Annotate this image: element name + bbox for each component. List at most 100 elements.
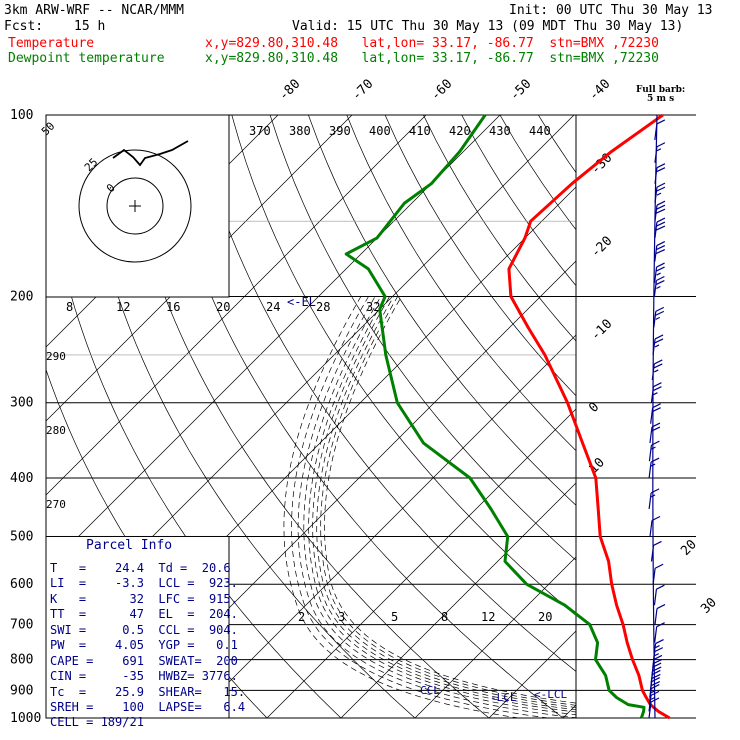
wind-speed-label: 24 xyxy=(266,300,280,314)
plot-area xyxy=(46,115,740,718)
wind-barb-staff xyxy=(653,280,657,297)
parcel-row: SWI = 0.5 CCL = 904. xyxy=(50,623,238,637)
dewpoint-trace xyxy=(344,114,646,719)
lcl-marker-2: <-LCL xyxy=(534,688,567,701)
isotherm xyxy=(637,115,740,718)
wind-barb-half xyxy=(656,272,661,276)
mixing-ratio-label: 20 xyxy=(538,610,552,624)
wind-barb-flag xyxy=(653,382,662,388)
wind-barb xyxy=(653,584,665,606)
pressure-tick-label: 100 xyxy=(10,108,33,123)
wind-barb-flag xyxy=(656,167,666,173)
mixing-ratio-label: 2 xyxy=(298,610,305,624)
full-barb-label: Full barb: xyxy=(636,85,686,95)
isotherm xyxy=(340,482,576,718)
wind-barb-half xyxy=(656,148,662,152)
wind-barb-flag xyxy=(655,266,665,272)
dry-adiabat xyxy=(193,115,576,672)
wind-barb xyxy=(651,359,663,380)
model-title: 3km ARW-WRF -- NCAR/MMM xyxy=(4,3,185,18)
wind-barb-flag xyxy=(650,488,660,494)
wind-barb xyxy=(654,182,666,204)
wind-speed-label: 28 xyxy=(316,300,330,314)
wind-barb-half xyxy=(656,285,661,290)
wind-barb-flag xyxy=(650,690,660,696)
wind-barb xyxy=(649,422,661,444)
wind-barb xyxy=(650,540,662,562)
isotherm-label: 20 xyxy=(678,537,700,559)
wind-barb-flag xyxy=(655,639,664,645)
wind-barb-flag xyxy=(651,684,660,690)
wind-barb-flag xyxy=(656,245,666,251)
wind-barb-staff xyxy=(654,146,658,163)
wind-barb-staff xyxy=(652,568,656,585)
el-marker: <-EL xyxy=(287,295,316,309)
wind-speed-label: 16 xyxy=(166,300,180,314)
wind-barb-staff xyxy=(649,426,653,444)
lcl-marker: -LCL xyxy=(490,691,517,704)
isotherm xyxy=(711,115,740,718)
wind-barb-half xyxy=(656,192,662,196)
mixing-ratio-label: 12 xyxy=(481,610,495,624)
hodograph-trace xyxy=(112,140,189,167)
isotherm-label: -40 xyxy=(586,77,613,104)
wind-barb xyxy=(654,163,666,184)
dry-adiabat xyxy=(615,115,740,718)
wind-barb-flag xyxy=(654,334,664,340)
wind-barb-flag xyxy=(656,241,666,247)
wind-barb-staff xyxy=(654,245,658,262)
wind-barb-staff xyxy=(654,187,658,204)
pressure-tick-label: 1000 xyxy=(10,711,41,726)
isotherm xyxy=(414,556,576,718)
dry-adiabat xyxy=(577,115,740,718)
hodograph-ring xyxy=(78,149,192,263)
theta-e-label: 420 xyxy=(449,124,471,138)
wind-barb-staff xyxy=(648,492,652,509)
wind-barb-staff xyxy=(654,626,658,643)
isotherm xyxy=(192,334,576,718)
wind-barb-half xyxy=(651,690,656,694)
wind-barb-flag xyxy=(656,186,666,192)
parcel-row: SREH = 100 LAPSE= 6.4 xyxy=(50,700,246,714)
pressure-tick-label: 900 xyxy=(10,683,33,698)
wind-barb-flag xyxy=(656,584,665,590)
theta-e-label: 430 xyxy=(489,124,511,138)
wind-barb-staff xyxy=(654,167,658,184)
parcel-row: CIN = -35 HWBZ= 3776. xyxy=(50,669,238,683)
parcel-row: CAPE = 691 SWEAT= 200 xyxy=(50,654,238,668)
wind-barb-half xyxy=(653,392,658,396)
wind-barb-flag xyxy=(653,363,663,369)
wind-barb-flag xyxy=(655,249,666,255)
wind-barb-half xyxy=(653,369,659,373)
wind-barb-staff xyxy=(653,589,658,606)
wind-barb-flag xyxy=(650,457,660,463)
wind-barb-flag xyxy=(651,426,661,432)
isotherm xyxy=(46,115,353,422)
init-time: Init: 00 UTC Thu 30 May 13 xyxy=(509,3,713,18)
wind-barb-flag xyxy=(652,386,662,392)
wind-barb-flag xyxy=(651,515,661,522)
wind-barb-half xyxy=(651,446,656,450)
wind-barb xyxy=(648,457,660,479)
wind-barb-flag xyxy=(652,403,661,409)
dry-adiabat xyxy=(653,115,740,718)
valid-time: Valid: 15 UTC Thu 30 May 13 (09 MDT Thu … xyxy=(292,19,684,34)
wind-barb-flag xyxy=(656,204,666,210)
ccl-marker: CCL xyxy=(420,684,440,697)
parcel-row: LI = -3.3 LCL = 923. xyxy=(50,576,238,590)
wind-barb-staff xyxy=(654,205,658,222)
wind-barb-flag xyxy=(656,275,665,282)
plot-frame xyxy=(45,114,577,719)
wind-barb-staff xyxy=(652,338,656,356)
wind-barb-flag xyxy=(655,208,666,214)
wind-barb-flag xyxy=(652,669,661,675)
mixing-ratio-label: 8 xyxy=(441,610,448,624)
wind-barb-flag xyxy=(656,262,665,268)
dry-adiabat xyxy=(499,115,576,231)
dry-adiabat xyxy=(692,115,740,718)
mixing-ratio-label: 5 xyxy=(391,610,398,624)
hodograph-ring xyxy=(106,177,164,235)
isotherm-label: -50 xyxy=(507,77,534,104)
wind-barb-flag xyxy=(651,422,661,428)
wind-barb-flag xyxy=(651,677,661,683)
